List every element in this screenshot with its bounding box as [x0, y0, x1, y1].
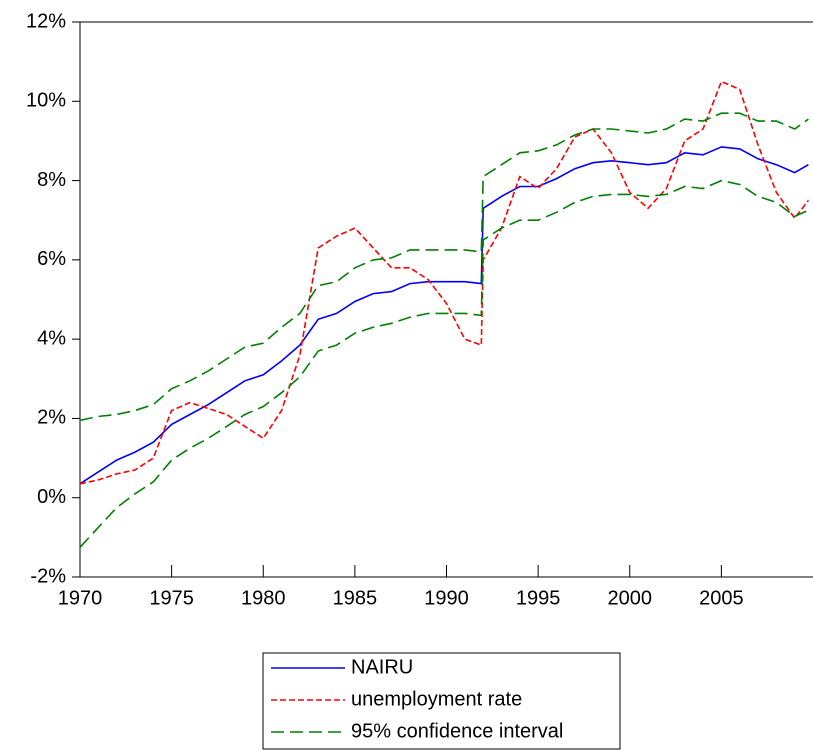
x-tick-label: 1985	[333, 587, 378, 609]
x-tick-label: 2005	[699, 587, 744, 609]
y-tick-label: -2%	[30, 565, 66, 587]
plot-frame	[79, 21, 813, 578]
legend-label: NAIRU	[351, 656, 413, 678]
y-tick-label: 6%	[37, 248, 66, 270]
y-tick-label: 8%	[37, 169, 66, 191]
legend-label: 95% confidence interval	[351, 720, 563, 742]
x-tick-label: 1990	[424, 587, 469, 609]
series-line	[79, 179, 809, 548]
y-tick-label: 0%	[37, 486, 66, 508]
x-tick-label: 1970	[58, 587, 103, 609]
legend-label: unemployment rate	[351, 688, 522, 710]
series-line	[79, 80, 810, 485]
x-tick-label: 1980	[241, 587, 286, 609]
x-tick-label: 2000	[608, 587, 653, 609]
legend-box	[262, 652, 621, 750]
series-line	[79, 112, 809, 422]
y-tick-label: 4%	[37, 327, 66, 349]
y-tick-label: 10%	[26, 90, 66, 112]
x-tick-label: 1975	[149, 587, 194, 609]
x-tick-label: 1995	[516, 587, 561, 609]
y-tick-label: 12%	[26, 10, 66, 32]
y-tick-label: 2%	[37, 407, 66, 429]
series-line	[79, 146, 809, 485]
